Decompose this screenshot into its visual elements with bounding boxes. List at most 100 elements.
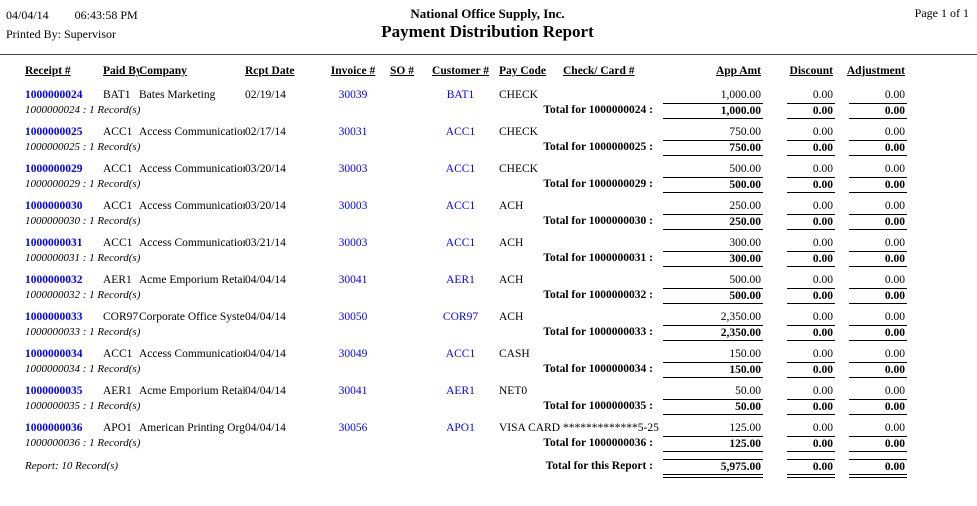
group-total-app-amt: 250.00	[663, 214, 763, 230]
receipt-number-link[interactable]: 1000000030	[25, 200, 83, 212]
group-total-discount: 0.00	[787, 362, 835, 378]
print-datetime: 04/04/14 06:43:58 PM	[6, 6, 196, 25]
group-total-label: Total for 1000000032 :	[543, 289, 653, 301]
receipt-date-value: 04/04/14	[245, 422, 286, 434]
invoice-number-link[interactable]: 30003	[338, 237, 368, 249]
discount-value: 0.00	[812, 237, 833, 249]
customer-number-link[interactable]: BAT1	[446, 89, 475, 101]
group-total-discount: 0.00	[787, 399, 835, 415]
receipt-total-row: 1000000032 : 1 Record(s) Total for 100000…	[25, 288, 977, 304]
invoice-number-link[interactable]: 30049	[338, 348, 368, 360]
pay-code-value: CHECK	[499, 126, 538, 138]
so-number-value	[382, 384, 422, 399]
app-amt-value: 50.00	[735, 385, 761, 397]
group-total-discount: 0.00	[787, 251, 835, 267]
customer-number-link[interactable]: AER1	[446, 385, 475, 397]
discount-value: 0.00	[812, 89, 833, 101]
so-number-value	[382, 347, 422, 362]
header-left-block: 04/04/14 06:43:58 PM Printed By: Supervis…	[6, 6, 196, 44]
discount-value: 0.00	[812, 385, 833, 397]
receipt-group: 1000000030 ACC1 Access Communication 03/20/…	[0, 199, 977, 230]
col-header-pay-code: Pay Code	[499, 65, 546, 77]
receipt-date-value: 04/04/14	[245, 274, 286, 286]
receipt-groups: 1000000024 BAT1 Bates Marketing 02/19/14 300…	[0, 88, 977, 452]
discount-value: 0.00	[812, 274, 833, 286]
adjustment-value: 0.00	[884, 237, 905, 249]
check-card-number-value: *************5-25	[563, 422, 659, 434]
col-header-adjustment: Adjustment	[846, 65, 905, 77]
receipt-number-link[interactable]: 1000000029	[25, 163, 83, 175]
col-header-rcpt-date: Rcpt Date	[245, 65, 295, 77]
receipt-total-row: 1000000033 : 1 Record(s) Total for 100000…	[25, 325, 977, 341]
invoice-number-link[interactable]: 30031	[338, 126, 368, 138]
pay-code-value: ACH	[499, 200, 524, 212]
receipt-number-link[interactable]: 1000000025	[25, 126, 83, 138]
receipt-detail-row: 1000000030 ACC1 Access Communication 03/20/…	[25, 199, 977, 214]
customer-number-link[interactable]: COR97	[442, 311, 479, 323]
company-name-value: Access Communication	[139, 163, 245, 175]
customer-number-link[interactable]: ACC1	[445, 348, 476, 360]
customer-number-link[interactable]: ACC1	[445, 200, 476, 212]
invoice-number-link[interactable]: 30039	[338, 89, 368, 101]
customer-number-link[interactable]: ACC1	[445, 126, 476, 138]
invoice-number-link[interactable]: 30003	[338, 200, 368, 212]
receipt-group: 1000000035 AER1 Acme Emporium Retail 04/04/…	[0, 384, 977, 415]
receipt-number-link[interactable]: 1000000034	[25, 348, 83, 360]
receipt-number-link[interactable]: 1000000031	[25, 237, 83, 249]
invoice-number-link[interactable]: 30050	[338, 311, 368, 323]
customer-number-link[interactable]: AER1	[446, 274, 475, 286]
group-total-adjustment: 0.00	[849, 177, 907, 193]
customer-number-link[interactable]: ACC1	[445, 237, 476, 249]
invoice-number-link[interactable]: 30003	[338, 163, 368, 175]
group-total-app-amt: 125.00	[663, 436, 763, 452]
receipt-group: 1000000031 ACC1 Access Communication 03/21/…	[0, 236, 977, 267]
group-total-label: Total for 1000000033 :	[543, 326, 653, 338]
receipt-total-row: 1000000024 : 1 Record(s) Total for 100000…	[25, 103, 977, 119]
receipt-number-link[interactable]: 1000000024	[25, 89, 83, 101]
pay-code-value: CASH	[499, 348, 530, 360]
page-number: Page 1 of 1	[914, 6, 969, 20]
col-header-receipt: Receipt #	[25, 65, 71, 77]
pay-code-value: CHECK	[499, 89, 538, 101]
adjustment-value: 0.00	[884, 89, 905, 101]
receipt-number-link[interactable]: 1000000036	[25, 422, 83, 434]
receipt-total-row: 1000000025 : 1 Record(s) Total for 100000…	[25, 140, 977, 156]
customer-number-link[interactable]: APO1	[446, 422, 475, 434]
receipt-date-value: 04/04/14	[245, 348, 286, 360]
adjustment-value: 0.00	[884, 274, 905, 286]
pay-code-value: VISA CARD	[499, 422, 561, 434]
group-total-app-amt: 2,350.00	[663, 325, 763, 341]
invoice-number-link[interactable]: 30041	[338, 385, 368, 397]
col-header-discount: Discount	[789, 65, 833, 77]
group-total-app-amt: 300.00	[663, 251, 763, 267]
group-total-adjustment: 0.00	[849, 436, 907, 452]
group-record-count: 1000000032 : 1 Record(s)	[25, 289, 141, 301]
group-total-label: Total for 1000000035 :	[543, 400, 653, 412]
receipt-group: 1000000024 BAT1 Bates Marketing 02/19/14 300…	[0, 88, 977, 119]
group-record-count: 1000000029 : 1 Record(s)	[25, 178, 141, 190]
receipt-number-link[interactable]: 1000000033	[25, 311, 83, 323]
invoice-number-link[interactable]: 30041	[338, 274, 368, 286]
check-card-number-value	[563, 236, 663, 251]
so-number-value	[382, 236, 422, 251]
paid-by-value: ACC1	[103, 126, 133, 138]
paid-by-value: ACC1	[103, 237, 133, 249]
app-amt-value: 150.00	[729, 348, 761, 360]
receipt-total-row: 1000000034 : 1 Record(s) Total for 100000…	[25, 362, 977, 378]
receipt-date-value: 04/04/14	[245, 385, 286, 397]
pay-code-value: ACH	[499, 237, 524, 249]
receipt-number-link[interactable]: 1000000035	[25, 385, 83, 397]
invoice-number-link[interactable]: 30056	[338, 422, 368, 434]
group-total-app-amt: 500.00	[663, 288, 763, 304]
group-total-adjustment: 0.00	[849, 288, 907, 304]
group-total-label: Total for 1000000036 :	[543, 437, 653, 449]
group-total-discount: 0.00	[787, 103, 835, 119]
so-number-value	[382, 273, 422, 288]
receipt-number-link[interactable]: 1000000032	[25, 274, 83, 286]
customer-number-link[interactable]: ACC1	[445, 163, 476, 175]
discount-value: 0.00	[812, 163, 833, 175]
app-amt-value: 750.00	[729, 126, 761, 138]
paid-by-value: BAT1	[103, 89, 131, 101]
group-record-count: 1000000035 : 1 Record(s)	[25, 400, 141, 412]
group-total-discount: 0.00	[787, 177, 835, 193]
